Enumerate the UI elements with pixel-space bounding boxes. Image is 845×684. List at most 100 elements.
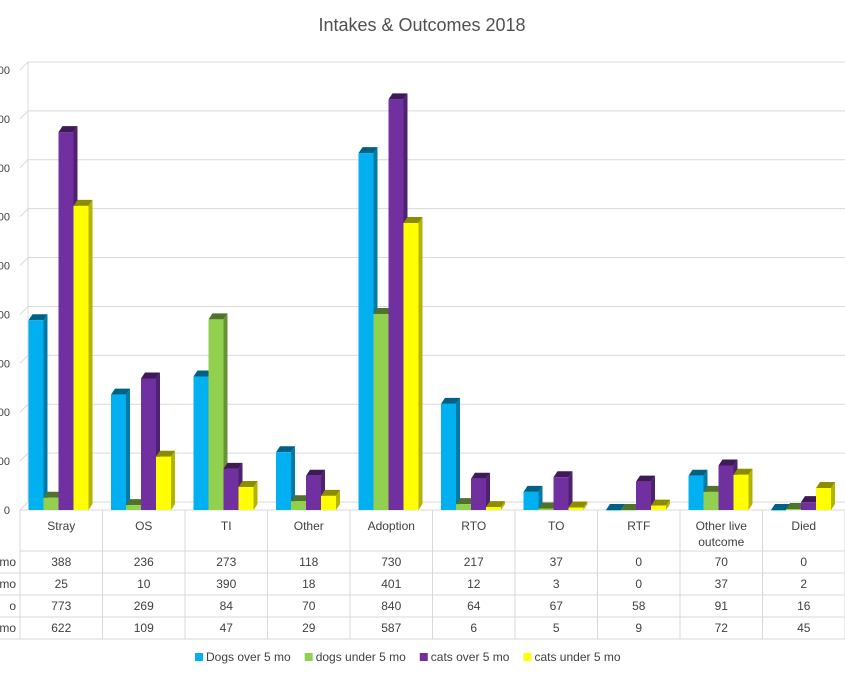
table-cell: 840	[381, 599, 401, 613]
table-cell: 0	[635, 577, 642, 591]
table-cell: 622	[51, 621, 71, 635]
table-cell: 18	[302, 577, 316, 591]
table-cell: 16	[797, 599, 811, 613]
table-cell: 37	[550, 555, 564, 569]
table-cell: 388	[51, 555, 71, 569]
bar	[621, 504, 640, 511]
gridline-depth	[19, 306, 29, 315]
table-cell: 72	[715, 621, 729, 635]
table-cell: 773	[51, 599, 71, 613]
legend-item: cats under 5 mo	[523, 650, 621, 664]
gridline-depth	[19, 452, 29, 462]
bar	[606, 504, 625, 511]
category-label: Stray	[47, 519, 75, 533]
legend-label: cats over 5 mo	[431, 650, 510, 664]
table-cell: 401	[381, 577, 401, 591]
table-row-label: mo	[0, 621, 16, 635]
gridline-depth	[19, 61, 29, 71]
table-cell: 273	[216, 555, 236, 569]
legend-swatch	[304, 653, 313, 661]
category-label: Adoption	[368, 519, 415, 533]
bar	[651, 499, 670, 510]
bar	[403, 217, 423, 510]
bar	[523, 485, 543, 510]
table-cell: 2	[800, 577, 807, 591]
category-label: OS	[135, 519, 152, 533]
bar	[156, 450, 175, 510]
legend: Dogs over 5 mo dogs under 5 mo cats over 5…	[195, 650, 621, 664]
y-tick-label: 00	[0, 65, 10, 77]
table-cell: 37	[715, 577, 729, 591]
gridline-depth	[19, 257, 29, 266]
table-cell: 0	[800, 555, 807, 569]
gridline-depth	[19, 159, 29, 169]
bar	[471, 472, 490, 510]
table-row-label: mo	[0, 555, 16, 569]
table-cell: 118	[299, 555, 318, 569]
table-cell: 3	[553, 577, 560, 591]
table-cell: 58	[632, 599, 646, 613]
legend-swatch	[195, 653, 203, 661]
y-tick-label: 00	[0, 309, 10, 321]
table-cell: 91	[715, 599, 729, 613]
y-tick-label: 00	[0, 212, 10, 224]
table-cell: 64	[467, 599, 481, 613]
y-tick-label: 0	[4, 505, 10, 517]
bar	[28, 314, 48, 510]
legend-label: cats under 5 mo	[534, 650, 620, 664]
legend-item: Dogs over 5 mo	[195, 650, 291, 664]
table-cell: 47	[220, 621, 234, 635]
bar	[771, 504, 790, 511]
table-cell: 84	[220, 599, 234, 613]
bar	[733, 468, 753, 510]
bar	[486, 501, 505, 510]
table-cell: 730	[381, 555, 401, 569]
gridline-depth	[19, 403, 29, 413]
category-label: TO	[548, 519, 564, 533]
category-label: RTO	[461, 519, 486, 533]
bar	[111, 388, 130, 510]
table-cell: 25	[55, 577, 69, 591]
table-cell: 236	[134, 555, 154, 569]
table-row-label: mo	[0, 577, 16, 591]
table-cell: 29	[302, 621, 316, 635]
category-label: Died	[791, 519, 816, 533]
legend-label: dogs under 5 mo	[316, 650, 406, 664]
legend-swatch	[523, 653, 532, 661]
legend-item: cats over 5 mo	[419, 650, 510, 664]
bar	[636, 475, 655, 510]
bar	[276, 446, 295, 510]
legend-item: dogs under 5 mo	[304, 650, 406, 664]
table-cell: 67	[550, 599, 564, 613]
bar	[73, 199, 93, 510]
bar	[441, 397, 460, 510]
gridline-depth	[19, 501, 29, 511]
legend-swatch	[419, 653, 428, 661]
bar	[816, 482, 835, 510]
category-label: outcome	[698, 535, 744, 549]
bar	[238, 481, 258, 510]
bar	[208, 313, 228, 510]
y-tick-label: 00	[0, 261, 10, 273]
table-cell: 217	[464, 555, 484, 569]
table-cell: 6	[470, 621, 477, 635]
table-cell: 269	[134, 599, 154, 613]
y-tick-label: 00	[0, 114, 10, 126]
gridline-depth	[19, 354, 29, 364]
category-label: RTF	[627, 519, 650, 533]
table-cell: 10	[137, 577, 151, 591]
legend-label: Dogs over 5 mo	[206, 650, 291, 664]
table-cell: 0	[635, 555, 642, 569]
table-cell: 45	[797, 621, 811, 635]
y-tick-label: 00	[0, 163, 10, 175]
category-label: TI	[221, 519, 232, 533]
gridline-depth	[19, 110, 29, 120]
table-cell: 109	[134, 621, 154, 635]
bar	[568, 501, 588, 510]
table-cell: 390	[216, 577, 236, 591]
category-label: Other	[294, 519, 324, 533]
gridline-depth	[19, 208, 29, 218]
y-tick-label: 00	[0, 456, 10, 468]
